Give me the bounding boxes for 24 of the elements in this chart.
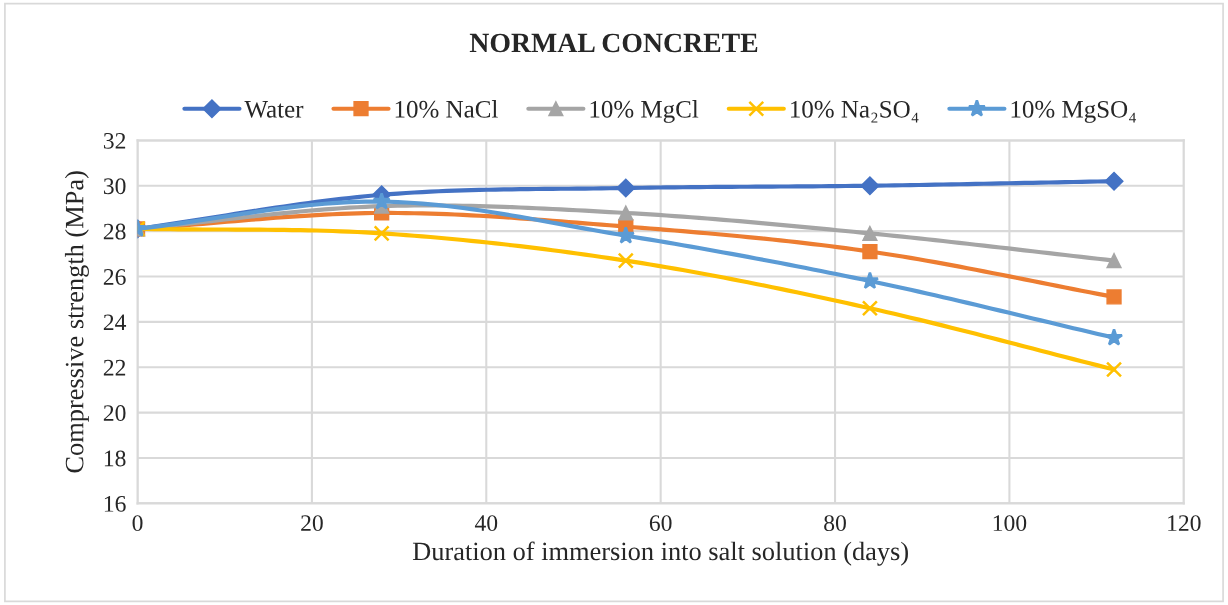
x-tick-label: 60	[649, 515, 672, 532]
chart-title: NORMAL CONCRETE	[469, 33, 758, 53]
x-tick-label: 80	[824, 515, 846, 532]
legend-label: 10% MgSO₄	[1011, 100, 1137, 123]
x-axis-title: Duration of immersion into salt solution (days)	[412, 541, 908, 566]
y-axis-title: Compressive strength (MPa)	[64, 171, 89, 473]
y-tick-label: 30	[103, 178, 126, 195]
y-tick-label: 26	[103, 269, 126, 285]
legend-label: 10% Na₂SO₄	[790, 100, 919, 123]
y-tick-label: 32	[103, 132, 126, 149]
x-tick-label: 40	[474, 515, 498, 532]
y-tick-label: 18	[104, 450, 126, 467]
y-tick-label: 22	[103, 359, 126, 376]
y-tick-label: 16	[104, 495, 126, 512]
legend-label: 10% NaCl	[395, 100, 498, 118]
y-tick-label: 24	[103, 314, 127, 331]
legend-label: 10% MgCl	[590, 100, 699, 123]
x-tick-label: 120	[1168, 515, 1201, 532]
y-tick-label: 20	[103, 405, 126, 422]
x-tick-label: 100	[993, 515, 1027, 532]
legend-label: Water	[244, 101, 304, 118]
x-tick-label: 0	[132, 515, 143, 532]
y-tick-label: 28	[103, 223, 126, 240]
x-tick-label: 20	[301, 515, 323, 532]
